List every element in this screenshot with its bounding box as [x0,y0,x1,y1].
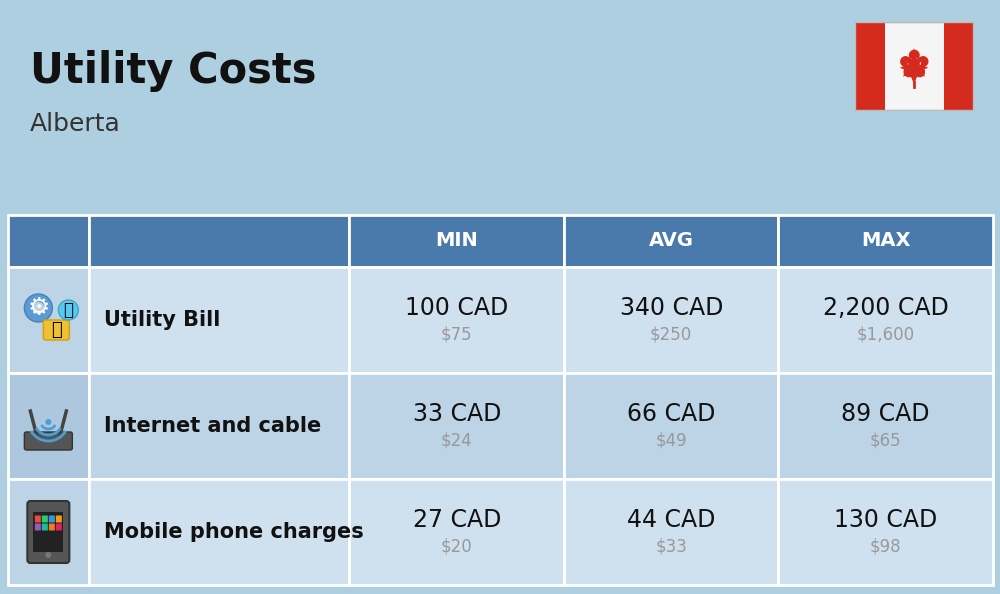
Text: $75: $75 [441,325,473,343]
FancyBboxPatch shape [778,267,993,373]
Text: $250: $250 [650,325,692,343]
FancyBboxPatch shape [49,523,55,530]
Text: 33 CAD: 33 CAD [413,402,501,426]
FancyBboxPatch shape [24,432,72,450]
Text: Utility Bill: Utility Bill [104,310,220,330]
Text: $65: $65 [870,431,902,449]
FancyBboxPatch shape [855,22,885,110]
FancyBboxPatch shape [8,215,89,267]
FancyBboxPatch shape [778,215,993,267]
FancyBboxPatch shape [56,516,62,523]
Polygon shape [900,48,928,84]
Text: 130 CAD: 130 CAD [834,508,937,532]
FancyBboxPatch shape [8,267,89,373]
FancyBboxPatch shape [349,215,564,267]
Text: $49: $49 [655,431,687,449]
FancyBboxPatch shape [944,22,973,110]
Text: Utility Costs: Utility Costs [30,50,316,92]
Text: 🔌: 🔌 [51,321,62,339]
FancyBboxPatch shape [35,523,41,530]
FancyBboxPatch shape [778,479,993,585]
Text: 89 CAD: 89 CAD [841,402,930,426]
FancyBboxPatch shape [56,523,62,530]
Text: AVG: AVG [649,232,694,251]
FancyBboxPatch shape [27,501,69,563]
FancyBboxPatch shape [349,267,564,373]
Text: $98: $98 [870,537,902,555]
FancyBboxPatch shape [42,523,48,530]
FancyBboxPatch shape [778,373,993,479]
FancyBboxPatch shape [855,22,973,110]
Text: Alberta: Alberta [30,112,121,136]
Text: 100 CAD: 100 CAD [405,296,508,320]
FancyBboxPatch shape [349,373,564,479]
FancyBboxPatch shape [89,373,349,479]
Text: ⚙: ⚙ [27,296,50,320]
FancyBboxPatch shape [564,267,778,373]
Text: $1,600: $1,600 [857,325,915,343]
FancyBboxPatch shape [42,516,48,523]
FancyBboxPatch shape [89,215,349,267]
FancyBboxPatch shape [564,373,778,479]
FancyBboxPatch shape [349,479,564,585]
Text: 44 CAD: 44 CAD [627,508,715,532]
Text: 340 CAD: 340 CAD [620,296,723,320]
Circle shape [24,294,52,322]
Text: $33: $33 [655,537,687,555]
FancyBboxPatch shape [89,479,349,585]
FancyBboxPatch shape [8,373,89,479]
FancyBboxPatch shape [35,516,41,523]
Text: MAX: MAX [861,232,910,251]
Text: 66 CAD: 66 CAD [627,402,715,426]
Circle shape [45,419,51,425]
Text: ✿: ✿ [898,47,930,85]
FancyBboxPatch shape [89,267,349,373]
FancyBboxPatch shape [33,512,63,552]
Text: $24: $24 [441,431,473,449]
FancyBboxPatch shape [8,479,89,585]
Text: $20: $20 [441,537,473,555]
Circle shape [45,552,51,558]
FancyBboxPatch shape [564,479,778,585]
Text: Internet and cable: Internet and cable [104,416,321,436]
Text: 💧: 💧 [63,301,73,319]
FancyBboxPatch shape [49,516,55,523]
Text: 27 CAD: 27 CAD [413,508,501,532]
Circle shape [58,300,78,320]
Text: Mobile phone charges: Mobile phone charges [104,522,363,542]
Circle shape [32,302,44,314]
FancyBboxPatch shape [43,320,69,340]
FancyBboxPatch shape [564,215,778,267]
Text: 2,200 CAD: 2,200 CAD [823,296,949,320]
Text: MIN: MIN [435,232,478,251]
